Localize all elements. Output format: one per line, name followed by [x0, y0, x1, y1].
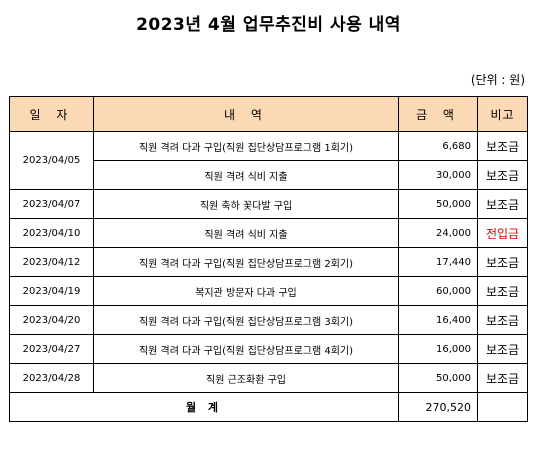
row-date: 2023/04/12	[9, 247, 94, 277]
row-description: 직원 근조화환 구입	[93, 363, 399, 393]
row-amount: 60,000	[398, 276, 478, 306]
table-row: 2023/04/20 직원 격려 다과 구입(직원 집단상담프로그램 3회기) …	[9, 305, 528, 335]
row-note: 보조금	[477, 276, 528, 306]
total-row: 월 계 270,520	[9, 392, 528, 422]
table-row: 2023/04/12 직원 격려 다과 구입(직원 집단상담프로그램 2회기) …	[9, 247, 528, 277]
header-amount: 금 액	[398, 96, 478, 132]
row-amount: 6,680	[398, 131, 478, 161]
row-description: 직원 격려 식비 지출	[93, 160, 399, 190]
table-header-row: 일 자 내 역 금 액 비고	[9, 96, 528, 132]
row-date: 2023/04/27	[9, 334, 94, 364]
row-note: 보조금	[477, 160, 528, 190]
row-description: 직원 격려 다과 구입(직원 집단상담프로그램 2회기)	[93, 247, 399, 277]
row-note: 보조금	[477, 247, 528, 277]
table-row: 직원 격려 식비 지출 30,000 보조금	[10, 160, 528, 190]
table-row: 2023/04/07 직원 축하 꽃다발 구입 50,000 보조금	[9, 189, 528, 219]
row-date: 2023/04/20	[9, 305, 94, 335]
expense-table: 일 자 내 역 금 액 비고 2023/04/05 직원 격려 다과 구입(직원…	[9, 96, 528, 422]
row-amount: 24,000	[398, 218, 478, 248]
row-description: 복지관 방문자 다과 구입	[93, 276, 399, 306]
row-amount: 30,000	[398, 160, 478, 190]
row-date: 2023/04/07	[9, 189, 94, 219]
total-note	[477, 392, 528, 422]
table-row: 2023/04/05 직원 격려 다과 구입(직원 집단상담프로그램 1회기) …	[9, 131, 528, 190]
row-description: 직원 격려 다과 구입(직원 집단상담프로그램 3회기)	[93, 305, 399, 335]
page-title: 2023년 4월 업무추진비 사용 내역	[136, 15, 401, 35]
total-amount: 270,520	[398, 392, 478, 422]
row-amount: 50,000	[398, 189, 478, 219]
row-amount: 50,000	[398, 363, 478, 393]
row-date: 2023/04/05	[9, 131, 94, 190]
row-amount: 16,400	[398, 305, 478, 335]
row-amount: 17,440	[398, 247, 478, 277]
row-note: 보조금	[477, 363, 528, 393]
header-description: 내 역	[93, 96, 399, 132]
row-note: 보조금	[477, 131, 528, 161]
row-date: 2023/04/10	[9, 218, 94, 248]
header-date: 일 자	[9, 96, 94, 132]
row-description: 직원 격려 식비 지출	[93, 218, 399, 248]
row-description: 직원 격려 다과 구입(직원 집단상담프로그램 4회기)	[93, 334, 399, 364]
row-note: 보조금	[477, 334, 528, 364]
row-date: 2023/04/19	[9, 276, 94, 306]
unit-label: (단위 : 원)	[470, 73, 525, 87]
row-note: 보조금	[477, 305, 528, 335]
table-row: 2023/04/27 직원 격려 다과 구입(직원 집단상담프로그램 4회기) …	[9, 334, 528, 364]
table-row: 2023/04/28 직원 근조화환 구입 50,000 보조금	[9, 363, 528, 393]
row-amount: 16,000	[398, 334, 478, 364]
row-date: 2023/04/28	[9, 363, 94, 393]
table-row: 2023/04/10 직원 격려 식비 지출 24,000 전입금	[9, 218, 528, 248]
table-row: 2023/04/19 복지관 방문자 다과 구입 60,000 보조금	[9, 276, 528, 306]
row-note: 전입금	[477, 218, 528, 248]
row-description: 직원 축하 꽃다발 구입	[93, 189, 399, 219]
row-description: 직원 격려 다과 구입(직원 집단상담프로그램 1회기)	[93, 131, 399, 161]
total-label: 월 계	[9, 392, 399, 422]
header-note: 비고	[477, 96, 528, 132]
row-note: 보조금	[477, 189, 528, 219]
